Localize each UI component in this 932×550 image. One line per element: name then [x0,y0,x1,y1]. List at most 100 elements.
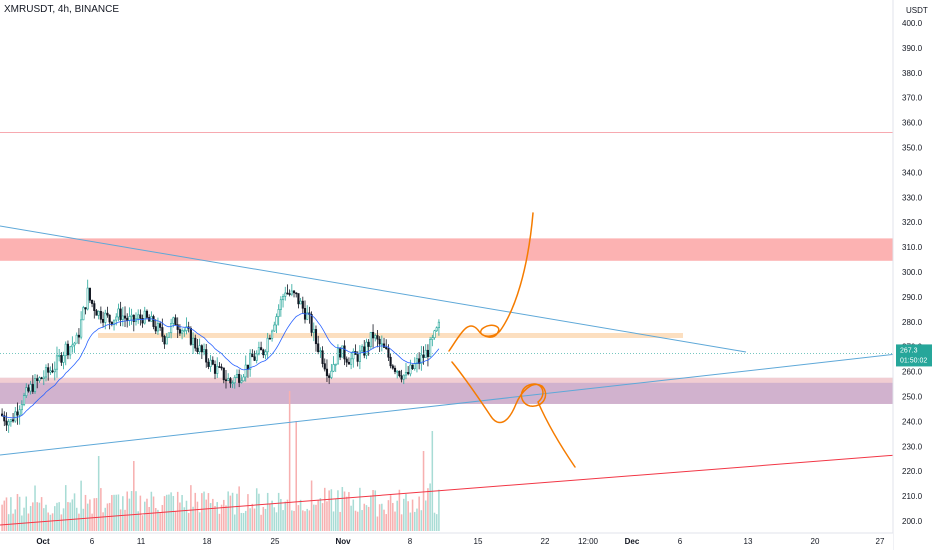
candle-body [380,343,383,346]
candle-body [224,379,228,382]
volume-bar [93,498,96,531]
candle-body [295,292,298,295]
candle-body [176,324,179,330]
candle-body [290,290,293,295]
candle-body [411,364,414,370]
candle-body [121,315,124,320]
candle-body [374,335,377,339]
volume-bar [201,493,203,531]
price-axis-background [893,0,932,550]
candle-body [299,300,302,305]
descending-trendline[interactable] [0,225,747,353]
bullish-scenario-arrow[interactable] [448,212,534,352]
candle-body [196,347,199,352]
price-axis[interactable]: USDT 400.0 390.0 380.0 370.0 360.0 350.0 340.0… [892,0,932,550]
volume-bar [181,495,183,531]
time-tick-label: 18 [203,537,212,546]
candle-body [36,378,39,381]
candle-body [191,337,195,345]
volume-bar [323,487,326,531]
volume-bar [376,516,379,531]
candle-body [101,319,105,323]
candle-body [3,415,6,422]
candle-body [371,331,375,339]
symbol-legend[interactable]: XMRUSDT, 4h, BINANCE [4,4,120,15]
candle-body [185,326,188,331]
volume-bar [190,485,192,531]
time-tick-label: 12:00 [578,537,599,546]
candle-body [86,287,89,310]
volume-bar [67,502,69,531]
candle-body [332,364,335,372]
volume-bar [192,506,194,531]
volume-bar [244,510,247,531]
price-tick-label: 250.0 [902,393,923,402]
volume-bar [258,493,260,531]
candle-body [55,355,59,370]
volume-bar [18,496,21,531]
volume-bar [284,501,287,531]
volume-bar [291,510,293,531]
candle-body [398,370,401,377]
candle-body [145,310,149,318]
volume-bar [32,502,34,531]
candle-body [170,323,173,334]
volume-bar [297,505,300,531]
candle-body [319,350,322,353]
candle-body [415,358,419,365]
time-axis[interactable]: Oct 6 11 18 25 Nov 8 15 22 12:00 Dec 6 13 20 27 [0,532,893,550]
candle-body [77,334,80,338]
volume-bar [295,421,297,531]
candle-body [104,312,107,323]
volume-bar [16,494,19,531]
candle-body [257,347,260,355]
volume-bar [317,500,319,531]
volume-bar [286,499,289,531]
candle-body [5,420,8,426]
volume-bar [374,490,377,531]
volume-bar [126,491,128,531]
volume-bar [165,494,168,531]
resistance-zone[interactable] [0,238,897,261]
trendlines-layer[interactable] [0,225,898,526]
candle-body [244,364,247,378]
candle-body [159,323,162,328]
volume-bar [34,485,36,531]
volume-bar [203,491,205,531]
candle-body [95,310,98,316]
candle-body [312,329,315,333]
volume-bar [223,499,225,531]
lower-support-line[interactable] [0,454,898,526]
candle-body [400,375,403,380]
candle-body [391,365,394,369]
volume-bar [179,502,181,531]
volume-bar [350,505,352,531]
volume-bar [1,504,3,531]
candle-body [119,308,122,320]
volume-bar [108,502,111,531]
candle-body [189,328,192,345]
candle-body [284,292,287,297]
candle-body [292,290,296,294]
volume-bar [43,508,45,531]
candle-body [194,337,197,349]
volume-bar [433,512,436,531]
candle-body [99,310,102,320]
volume-bar [86,503,89,531]
volume-bar [352,499,355,531]
candle-body [376,335,379,340]
bearish-scenario-arrow[interactable] [451,361,576,468]
pivot-zone[interactable] [98,333,683,338]
candle-body [42,376,45,379]
candle-body [317,343,320,352]
candle-body [229,378,232,384]
volume-histogram [1,391,440,531]
freehand-drawings[interactable] [448,212,576,468]
ascending-trendline[interactable] [0,353,898,456]
volume-bar [337,490,339,531]
candle-body [235,373,239,378]
candle-body [71,344,74,348]
volume-bar [407,501,409,531]
candle-body [433,330,436,338]
